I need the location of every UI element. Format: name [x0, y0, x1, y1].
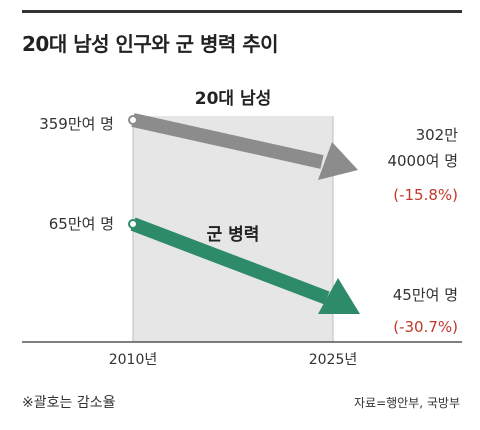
top-rule — [22, 10, 462, 13]
series-military — [128, 217, 360, 314]
arrow-head-male20s — [318, 142, 358, 180]
series-label-military: 군 병력 — [207, 225, 260, 245]
start-label-military: 65만여 명 — [49, 215, 114, 233]
point-male20s-2010 — [128, 115, 138, 125]
source-credit: 자료=행안부, 국방부 — [353, 396, 460, 410]
series-label-male20s: 20대 남성 — [195, 89, 272, 109]
footnote: ※괄호는 감소율 — [22, 395, 116, 411]
end-label-male20s-line2: 4000여 명 — [387, 152, 458, 170]
x-tick-2010: 2010년 — [109, 352, 158, 368]
arrow-head-military — [318, 278, 360, 314]
change-label-military: (-30.7%) — [393, 318, 458, 336]
end-label-male20s-line1: 302만 — [416, 126, 459, 144]
change-label-male20s: (-15.8%) — [393, 186, 458, 204]
series-male20s — [128, 113, 358, 180]
x-tick-2025: 2025년 — [309, 352, 358, 368]
start-label-male20s: 359만여 명 — [39, 115, 114, 133]
point-military-2010 — [128, 219, 138, 229]
arrow-shaft-male20s — [131, 113, 324, 169]
chart-title: 20대 남성 인구와 군 병력 추이 — [22, 32, 279, 56]
arrow-shaft-military — [130, 217, 330, 305]
end-label-military: 45만여 명 — [393, 286, 458, 304]
